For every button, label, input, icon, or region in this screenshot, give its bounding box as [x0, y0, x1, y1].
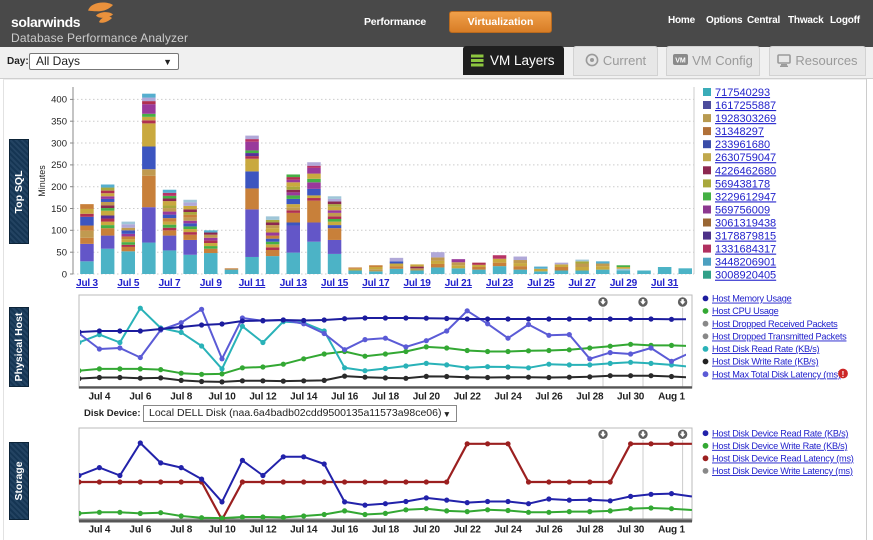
svg-text:Jul 12: Jul 12: [249, 525, 277, 536]
svg-text:200: 200: [51, 182, 67, 193]
svg-text:Aug 1: Aug 1: [658, 525, 685, 536]
svg-text:Jul 20: Jul 20: [413, 525, 441, 536]
svg-text:3008920405: 3008920405: [715, 270, 776, 282]
svg-text:1928303269: 1928303269: [715, 113, 776, 125]
svg-text:Jul 13: Jul 13: [280, 278, 308, 289]
svg-text:3061319438: 3061319438: [715, 218, 776, 230]
svg-text:Jul 28: Jul 28: [576, 392, 604, 403]
svg-text:0: 0: [62, 269, 67, 280]
svg-text:569438178: 569438178: [715, 178, 770, 190]
svg-text:Jul 14: Jul 14: [290, 392, 318, 403]
svg-text:Host Dropped Received Packets: Host Dropped Received Packets: [712, 319, 838, 329]
svg-text:569756009: 569756009: [715, 205, 770, 217]
svg-text:Jul 30: Jul 30: [617, 392, 645, 403]
svg-text:717540293: 717540293: [715, 87, 770, 99]
svg-text:Jul 18: Jul 18: [372, 525, 400, 536]
svg-text:250: 250: [51, 160, 67, 171]
svg-text:50: 50: [56, 248, 67, 259]
svg-text:VM: VM: [675, 58, 686, 65]
svg-text:Host CPU Usage: Host CPU Usage: [712, 306, 779, 316]
svg-text:Jul 8: Jul 8: [170, 392, 192, 403]
svg-text:!: !: [842, 370, 845, 379]
svg-text:Host Dropped Transmitted Packe: Host Dropped Transmitted Packets: [712, 332, 847, 342]
svg-text:1331684317: 1331684317: [715, 244, 776, 256]
svg-text:3448206901: 3448206901: [715, 257, 776, 269]
svg-text:Jul 20: Jul 20: [413, 392, 441, 403]
svg-text:Host Memory Usage: Host Memory Usage: [712, 294, 792, 304]
svg-text:Minutes: Minutes: [37, 165, 47, 197]
svg-text:150: 150: [51, 204, 67, 215]
svg-text:Jul 10: Jul 10: [208, 525, 236, 536]
svg-text:100: 100: [51, 226, 67, 237]
svg-text:Jul 31: Jul 31: [651, 278, 679, 289]
svg-text:233961680: 233961680: [715, 139, 770, 151]
svg-text:Jul 6: Jul 6: [129, 392, 151, 403]
svg-text:Host Disk Read Rate (KB/s): Host Disk Read Rate (KB/s): [712, 344, 820, 354]
svg-text:Jul 6: Jul 6: [129, 525, 151, 536]
svg-text:Host Disk Device Write Rate (K: Host Disk Device Write Rate (KB/s): [712, 441, 847, 451]
svg-text:Jul 24: Jul 24: [494, 525, 522, 536]
svg-text:Jul 26: Jul 26: [535, 392, 563, 403]
svg-text:Jul 29: Jul 29: [610, 278, 638, 289]
svg-text:Jul 9: Jul 9: [200, 278, 222, 289]
svg-text:Jul 25: Jul 25: [527, 278, 555, 289]
svg-text:Jul 5: Jul 5: [117, 278, 139, 289]
svg-text:Jul 27: Jul 27: [569, 278, 597, 289]
svg-text:300: 300: [51, 138, 67, 149]
svg-text:Jul 24: Jul 24: [494, 392, 522, 403]
svg-text:Jul 8: Jul 8: [170, 525, 192, 536]
svg-text:Jul 4: Jul 4: [89, 392, 111, 403]
svg-text:350: 350: [51, 117, 67, 128]
svg-text:Host Disk Device Read Rate (KB: Host Disk Device Read Rate (KB/s): [712, 428, 848, 438]
svg-text:Jul 11: Jul 11: [239, 278, 266, 289]
svg-text:Jul 7: Jul 7: [159, 278, 181, 289]
svg-text:Jul 28: Jul 28: [576, 525, 604, 536]
svg-text:Jul 18: Jul 18: [372, 392, 400, 403]
svg-text:Jul 14: Jul 14: [290, 525, 318, 536]
svg-text:2630759047: 2630759047: [715, 152, 776, 164]
svg-text:Jul 16: Jul 16: [331, 525, 359, 536]
svg-text:Host Max Total Disk Latency (m: Host Max Total Disk Latency (ms): [712, 369, 841, 379]
svg-text:Jul 21: Jul 21: [445, 278, 473, 289]
svg-text:Jul 19: Jul 19: [404, 278, 432, 289]
svg-text:Jul 10: Jul 10: [208, 392, 236, 403]
svg-text:3178879815: 3178879815: [715, 231, 776, 243]
svg-text:3229612947: 3229612947: [715, 191, 776, 203]
svg-text:Jul 23: Jul 23: [486, 278, 514, 289]
svg-text:Jul 15: Jul 15: [321, 278, 349, 289]
svg-text:Aug 1: Aug 1: [658, 392, 685, 403]
svg-text:Jul 16: Jul 16: [331, 392, 359, 403]
svg-text:Jul 22: Jul 22: [454, 525, 482, 536]
svg-text:Host Disk Write Rate (KB/s): Host Disk Write Rate (KB/s): [712, 357, 819, 367]
svg-text:Jul 30: Jul 30: [617, 525, 645, 536]
svg-text:1617255887: 1617255887: [715, 100, 776, 112]
svg-text:Jul 12: Jul 12: [249, 392, 277, 403]
svg-text:Jul 22: Jul 22: [454, 392, 482, 403]
svg-text:Jul 17: Jul 17: [362, 278, 390, 289]
svg-text:Host Disk Device Write Latency: Host Disk Device Write Latency (ms): [712, 466, 853, 476]
svg-text:Jul 4: Jul 4: [89, 525, 111, 536]
svg-text:Host Disk Device Read Latency: Host Disk Device Read Latency (ms): [712, 454, 854, 464]
svg-text:400: 400: [51, 95, 67, 106]
svg-text:Jul 26: Jul 26: [535, 525, 563, 536]
svg-text:Jul 3: Jul 3: [76, 278, 98, 289]
svg-text:4226462680: 4226462680: [715, 165, 776, 177]
svg-text:31348297: 31348297: [715, 126, 764, 138]
